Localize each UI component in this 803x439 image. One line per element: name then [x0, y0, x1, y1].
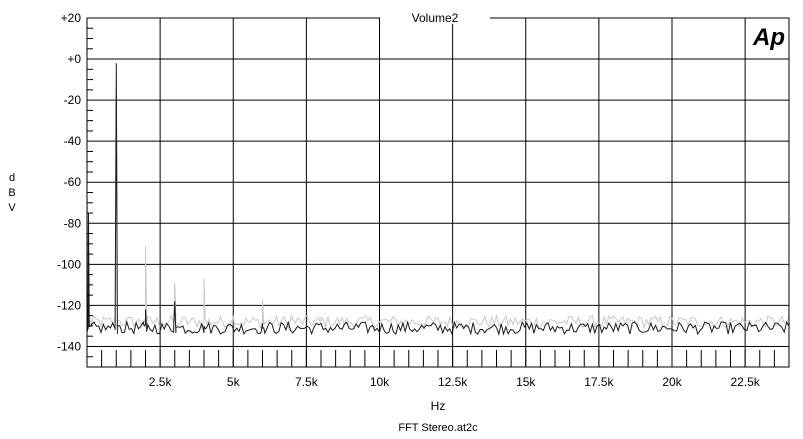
y-axis-label-char: B — [8, 187, 15, 199]
y-tick-label: -100 — [57, 257, 81, 271]
x-axis-label: Hz — [431, 399, 446, 413]
series-group — [86, 63, 790, 336]
x-tick-label: 2.5k — [149, 375, 173, 389]
axes: +20 +0 -20 -40 -60 -80 -100 -120 -140 2.5k 5k 7.5k 1… — [57, 11, 775, 389]
y-tick-label: +20 — [61, 11, 82, 25]
title-background — [380, 12, 490, 24]
x-tick-label: 20k — [662, 375, 682, 389]
x-tick-label: 17.5k — [584, 375, 614, 389]
x-tick-label: 10k — [370, 375, 390, 389]
y-tick-label: -80 — [64, 216, 82, 230]
x-tick-label: 12.5k — [438, 375, 468, 389]
x-tick-label: 15k — [516, 375, 536, 389]
ap-logo: Ap — [752, 24, 785, 51]
y-tick-label: -40 — [64, 134, 82, 148]
y-axis-label: dBV — [8, 172, 16, 214]
x-tick-label: 5k — [227, 375, 241, 389]
series-line-channel-2 — [86, 95, 790, 330]
y-tick-label: -140 — [57, 339, 81, 353]
y-tick-label: -20 — [64, 93, 82, 107]
y-axis-label-char: V — [8, 202, 16, 214]
chart-title: Volume2 — [412, 11, 459, 25]
series-line-channel-1 — [86, 63, 790, 336]
grid — [87, 17, 789, 367]
y-tick-label: +0 — [67, 52, 81, 66]
y-tick-label: -60 — [64, 175, 82, 189]
ap-logo-text: Ap — [752, 24, 785, 51]
plot-frame — [86, 17, 790, 368]
footer-text: FFT Stereo.at2c — [398, 422, 478, 434]
x-tick-label: 7.5k — [295, 375, 319, 389]
y-tick-label: -120 — [57, 298, 81, 312]
y-axis-label-char: d — [9, 172, 15, 184]
x-tick-label: 22.5k — [730, 375, 760, 389]
